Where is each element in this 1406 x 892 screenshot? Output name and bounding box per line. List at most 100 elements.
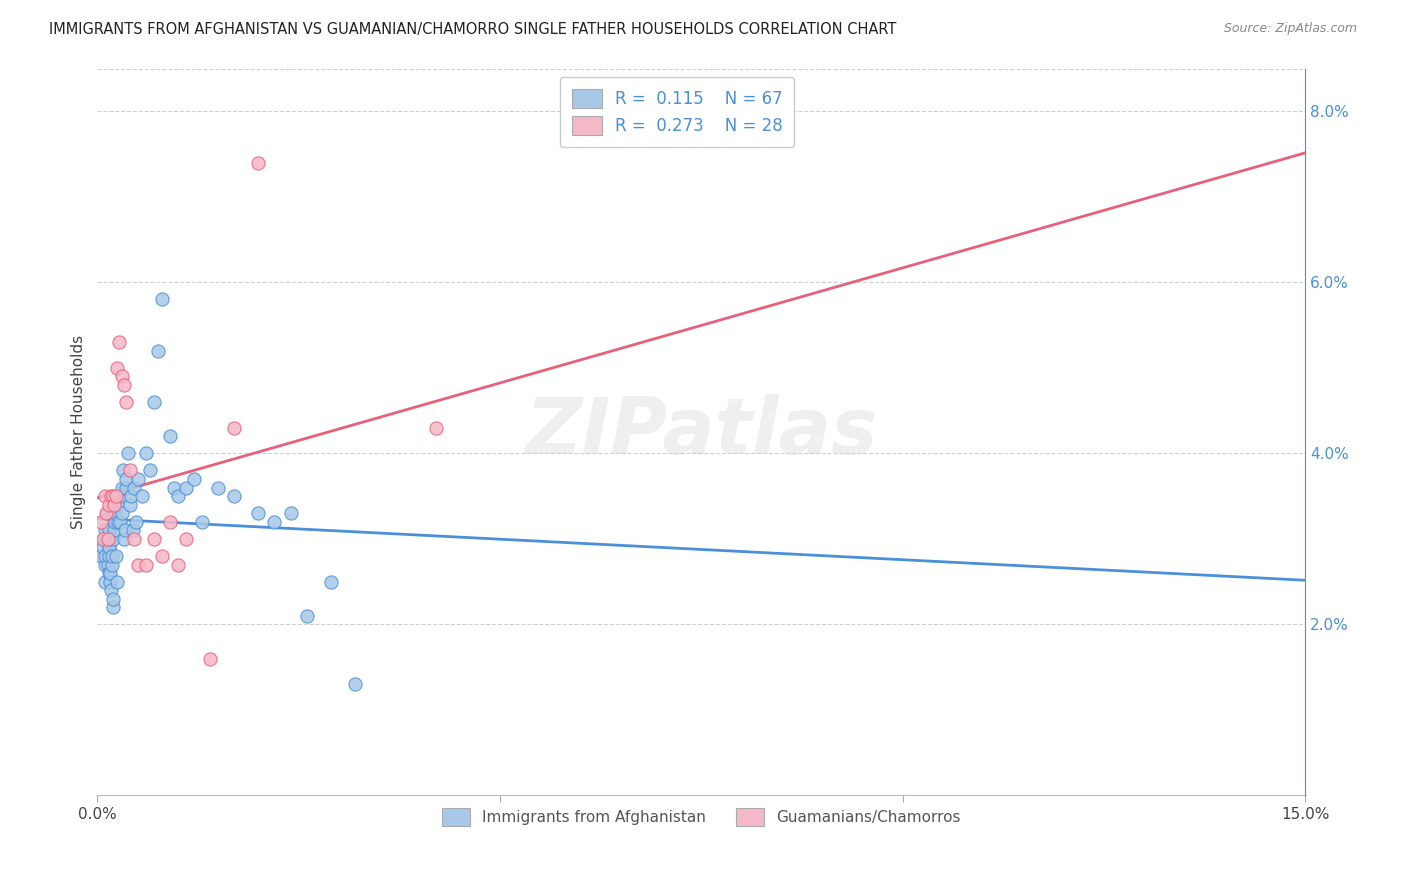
Point [150, 549, 173, 563]
Legend: Immigrants from Afghanistan, Guamanians/Chamorros: Immigrants from Afghanistan, Guamanians/… [433, 799, 970, 835]
Point [101, 549, 124, 563]
Point [124, 481, 146, 495]
Point [122, 532, 145, 546]
Point [98, 498, 121, 512]
Point [103, 532, 125, 546]
Point [104, 489, 127, 503]
Point [97, 558, 120, 572]
Point [94, 558, 117, 572]
Point [127, 558, 149, 572]
Point [295, 608, 318, 623]
Point [224, 420, 246, 434]
Text: IMMIGRANTS FROM AFGHANISTAN VS GUAMANIAN/CHAMORRO SINGLE FATHER HOUSEHOLDS CORRE: IMMIGRANTS FROM AFGHANISTAN VS GUAMANIAN… [49, 22, 897, 37]
Point [98, 574, 121, 589]
Point [110, 369, 132, 384]
Point [247, 155, 270, 169]
Point [146, 343, 169, 358]
Point [101, 489, 124, 503]
Point [107, 498, 129, 512]
Point [111, 481, 134, 495]
Point [112, 532, 135, 546]
Point [114, 481, 136, 495]
Point [207, 481, 229, 495]
Point [100, 583, 122, 598]
Point [167, 489, 190, 503]
Text: Source: ZipAtlas.com: Source: ZipAtlas.com [1223, 22, 1357, 36]
Point [108, 489, 131, 503]
Point [150, 293, 173, 307]
Point [97, 541, 120, 555]
Point [91, 532, 114, 546]
Point [224, 489, 246, 503]
Point [93, 532, 115, 546]
Y-axis label: Single Father Households: Single Father Households [72, 334, 86, 529]
Point [425, 420, 447, 434]
Point [97, 532, 120, 546]
Point [135, 446, 157, 460]
Point [98, 524, 121, 538]
Point [94, 524, 117, 538]
Point [108, 335, 131, 350]
Point [91, 541, 114, 555]
Point [94, 574, 117, 589]
Point [118, 498, 141, 512]
Point [107, 515, 129, 529]
Point [98, 532, 121, 546]
Point [101, 591, 124, 606]
Point [96, 506, 118, 520]
Point [142, 395, 165, 409]
Point [94, 549, 117, 563]
Point [94, 532, 117, 546]
Point [108, 515, 131, 529]
Point [343, 677, 366, 691]
Point [115, 472, 138, 486]
Point [103, 498, 125, 512]
Point [138, 463, 160, 477]
Point [101, 600, 124, 615]
Point [98, 566, 121, 580]
Point [110, 506, 132, 520]
Point [103, 524, 125, 538]
Point [131, 489, 153, 503]
Point [90, 515, 112, 529]
Point [118, 463, 141, 477]
Point [198, 651, 221, 665]
Point [100, 489, 122, 503]
Point [121, 524, 143, 538]
Point [159, 515, 181, 529]
Point [135, 558, 157, 572]
Point [114, 524, 136, 538]
Point [107, 360, 129, 375]
Point [120, 489, 142, 503]
Point [183, 472, 205, 486]
Point [247, 506, 270, 520]
Point [112, 378, 135, 392]
Point [112, 463, 135, 477]
Point [142, 532, 165, 546]
Point [191, 515, 214, 529]
Point [98, 541, 121, 555]
Point [125, 515, 148, 529]
Point [98, 549, 121, 563]
Point [98, 566, 121, 580]
Point [167, 558, 190, 572]
Point [127, 472, 149, 486]
Point [115, 395, 138, 409]
Point [101, 558, 124, 572]
Point [159, 429, 181, 443]
Point [104, 549, 127, 563]
Point [117, 446, 139, 460]
Point [280, 506, 302, 520]
Point [90, 549, 112, 563]
Point [93, 489, 115, 503]
Point [104, 506, 127, 520]
Point [96, 506, 118, 520]
Point [174, 532, 197, 546]
Point [174, 481, 197, 495]
Point [163, 481, 186, 495]
Point [319, 574, 342, 589]
Point [105, 574, 128, 589]
Point [104, 515, 127, 529]
Text: ZIPatlas: ZIPatlas [524, 394, 877, 470]
Point [263, 515, 285, 529]
